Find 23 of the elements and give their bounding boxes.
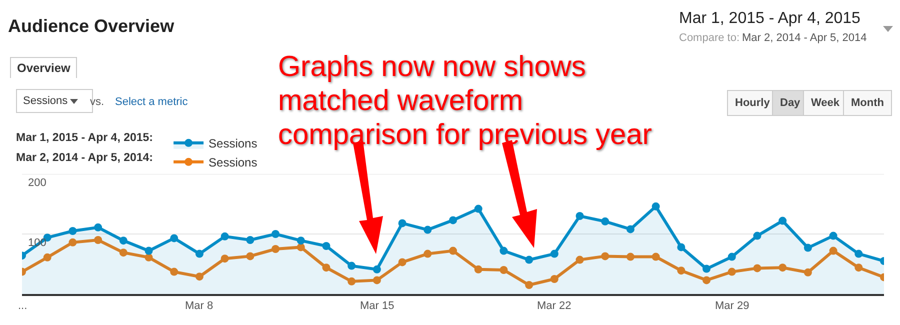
text: Mar 1, 2015 - Apr 4, 2015 [679, 10, 860, 28]
chart-title: Audience Overview [8, 16, 174, 37]
text: Graphs now now shows matched waveform comparison for previous year [278, 50, 653, 152]
x-tick-label: Mar 22 [537, 300, 572, 312]
legend-label: Sessions [208, 136, 258, 151]
y-tick-label: 200 [28, 177, 46, 189]
text: vs. [90, 96, 104, 108]
text: Mar 1, 2015 - Apr 4, 2015: [16, 132, 154, 144]
text: Overview [10, 57, 78, 78]
x-tick-label: ... [18, 300, 28, 312]
x-tick-label: Mar 8 [185, 300, 214, 312]
text: Day [772, 90, 808, 116]
text: Compare to: [679, 32, 740, 44]
text: Select a metric [115, 96, 188, 108]
text: Mar 2, 2014 - Apr 5, 2014: [16, 152, 154, 164]
text: Week [803, 90, 848, 116]
text: Sessions [23, 95, 68, 107]
x-tick-label: Mar 15 [360, 300, 394, 312]
text: Mar 2, 2014 - Apr 5, 2014 [742, 32, 867, 44]
text: Hourly [727, 90, 778, 116]
legend-label: Sessions [208, 156, 258, 170]
x-tick-label: Mar 29 [715, 300, 750, 312]
text: Month [843, 90, 892, 116]
